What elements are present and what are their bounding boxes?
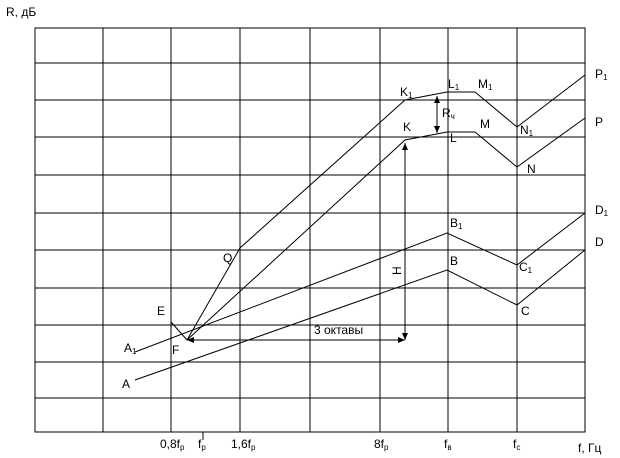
label-sub: в xyxy=(447,443,451,452)
label-base: f xyxy=(198,437,202,451)
label-sub: 1 xyxy=(455,83,460,92)
x-axis-label: f, Гц xyxy=(578,441,602,455)
point-label: L xyxy=(450,131,457,145)
label-base: M xyxy=(478,77,488,91)
label-base: C xyxy=(521,304,530,318)
label-sub: 1 xyxy=(408,91,413,100)
point-label: C1 xyxy=(519,260,533,275)
label-base: A xyxy=(122,377,130,391)
point-label: Q xyxy=(223,251,232,265)
x-tick-labels: 0,8fр fр 1,6fр 8fр fв fс xyxy=(160,437,520,452)
label-base: B xyxy=(450,254,458,268)
point-label: D xyxy=(595,235,604,249)
label-base: E xyxy=(157,304,165,318)
point-label: N xyxy=(527,162,536,176)
label-base: K xyxy=(403,120,411,134)
label-base: N xyxy=(527,162,536,176)
grid xyxy=(34,27,586,440)
label-base: D xyxy=(595,203,604,217)
label-base: D xyxy=(595,235,604,249)
label-base: f xyxy=(444,437,448,451)
label-sub: 1 xyxy=(603,73,608,82)
point-label: E xyxy=(157,304,165,318)
point-label: B xyxy=(450,254,458,268)
label-base: M xyxy=(480,117,490,131)
point-label: K xyxy=(403,120,411,134)
point-label: K1 xyxy=(400,85,413,100)
curves xyxy=(134,74,586,381)
label-base: C xyxy=(519,260,528,274)
label-base: P xyxy=(595,115,603,129)
x-tick-label: fр xyxy=(198,437,206,452)
label-sub: 1 xyxy=(604,209,609,218)
label-base: Q xyxy=(223,251,232,265)
label-base: B xyxy=(450,216,458,230)
octaves-label: 3 октавы xyxy=(314,323,363,337)
label-base: 8f xyxy=(374,437,385,451)
point-label: P1 xyxy=(595,67,608,82)
label-sub: ч xyxy=(451,112,455,121)
height-label: H xyxy=(390,266,404,275)
x-tick-label: fв xyxy=(444,437,452,452)
rch-label: Rч xyxy=(442,106,455,121)
x-tick-label: 1,6fр xyxy=(231,437,256,452)
point-label: A xyxy=(122,377,130,391)
y-axis-label: R, дБ xyxy=(6,5,36,19)
label-sub: р xyxy=(201,443,206,452)
label-base: 0,8f xyxy=(160,437,181,451)
label-base: L xyxy=(448,77,455,91)
label-base: F xyxy=(172,343,179,357)
label-sub: 1 xyxy=(458,222,463,231)
point-label: D1 xyxy=(595,203,609,218)
point-label: B1 xyxy=(450,216,463,231)
label-base: f xyxy=(513,437,517,451)
label-sub: 1 xyxy=(488,83,493,92)
label-base: K xyxy=(400,85,408,99)
label-base: L xyxy=(450,131,457,145)
label-sub: р xyxy=(384,443,389,452)
label-base: 1,6f xyxy=(231,437,252,451)
label-base: R xyxy=(442,106,451,120)
point-label: A1 xyxy=(124,341,137,356)
label-base: A xyxy=(124,341,132,355)
point-label: N1 xyxy=(520,123,534,138)
label-sub: 1 xyxy=(132,347,137,356)
point-label: P xyxy=(595,115,603,129)
point-label: C xyxy=(521,304,530,318)
label-sub: 1 xyxy=(529,129,534,138)
label-sub: р xyxy=(251,443,256,452)
label-sub: с xyxy=(516,443,520,452)
x-tick-label: fс xyxy=(513,437,520,452)
label-sub: р xyxy=(180,443,185,452)
point-label: L1 xyxy=(448,77,460,92)
point-label: F xyxy=(172,343,179,357)
label-base: N xyxy=(520,123,529,137)
label-sub: 1 xyxy=(528,266,533,275)
label-base: P xyxy=(595,67,603,81)
x-tick-label: 8fр xyxy=(374,437,389,452)
point-label: M xyxy=(480,117,490,131)
x-tick-label: 0,8fр xyxy=(160,437,185,452)
point-label: M1 xyxy=(478,77,493,92)
